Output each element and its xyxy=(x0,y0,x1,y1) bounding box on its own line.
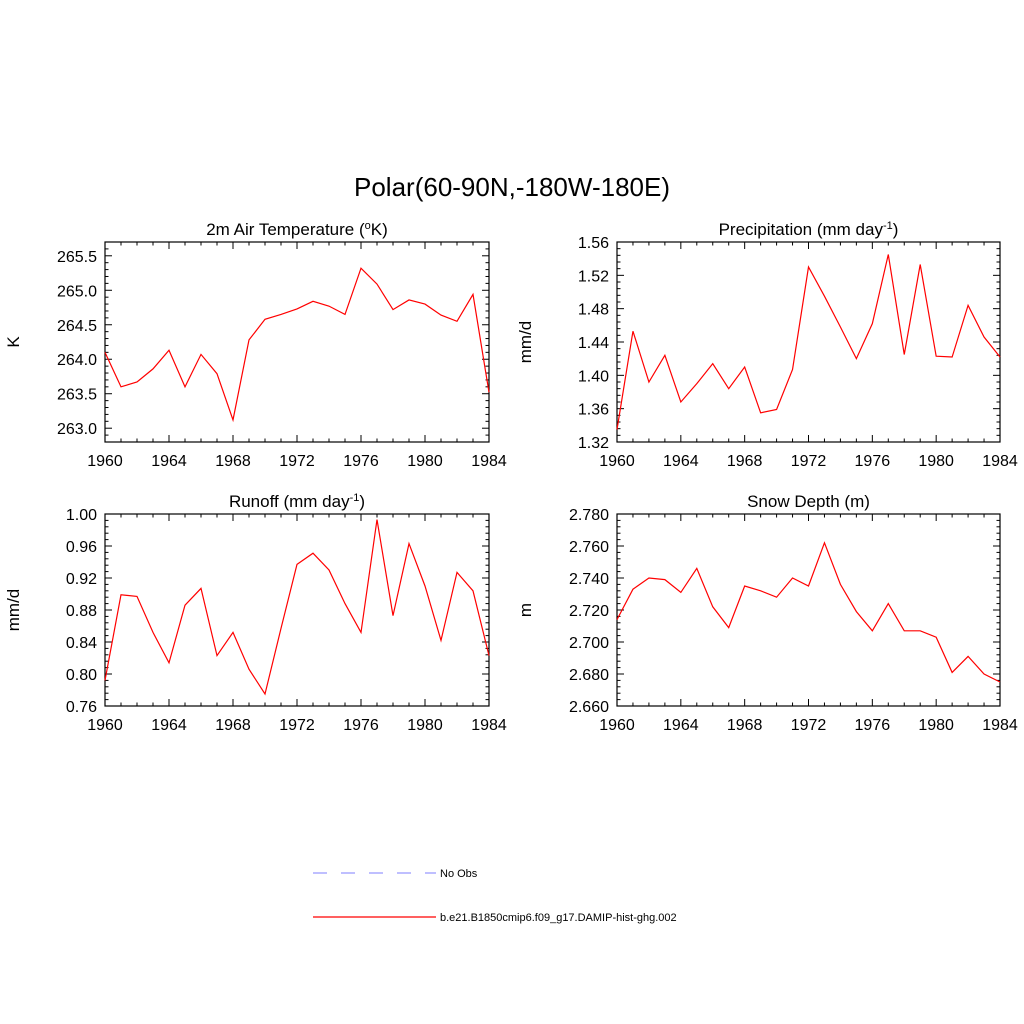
x-tick-label: 1960 xyxy=(87,453,123,470)
legend: No Obs b.e21.B1850cmip6.f09_g17.DAMIP-hi… xyxy=(313,868,677,924)
x-tick-label: 1964 xyxy=(663,717,699,734)
panel-air-temperature: 1960 1964 1968 1972 1976 1980 1984 263.0 263.5 26… xyxy=(4,220,507,470)
series-line-air-temperature xyxy=(104,267,490,423)
x-tick-label: 1972 xyxy=(791,453,827,470)
x-tick-label: 1984 xyxy=(982,717,1018,734)
y-tick-label: 1.44 xyxy=(578,335,609,352)
plot-frame xyxy=(616,513,1001,707)
x-tick-label: 1976 xyxy=(343,717,379,734)
y-tick-label: 2.740 xyxy=(569,571,609,588)
x-tick-label: 1960 xyxy=(599,717,635,734)
main-title: Polar(60-90N,-180W-180E) xyxy=(354,172,670,202)
panel-runoff: 1960 1964 1968 1972 1976 1980 1984 0.76 0.80 0.84… xyxy=(4,492,507,734)
x-tick-label: 1964 xyxy=(151,717,187,734)
y-tick-label: 0.80 xyxy=(66,667,97,684)
y-tick-label: 0.92 xyxy=(66,571,97,588)
series-line-precipitation xyxy=(616,254,1001,430)
y-axis-label: mm/d xyxy=(4,589,23,632)
y-tick-label: 265.0 xyxy=(57,283,97,300)
x-tick-label: 1984 xyxy=(471,717,507,734)
panel-precipitation: 1960 1964 1968 1972 1976 1980 1984 1.32 1.36 1.40… xyxy=(516,220,1018,470)
x-tick-label: 1980 xyxy=(407,717,443,734)
x-tick-label: 1964 xyxy=(663,453,699,470)
x-tick-label: 1976 xyxy=(855,453,891,470)
y-tick-label: 1.36 xyxy=(578,402,609,419)
y-tick-label: 263.5 xyxy=(57,387,97,404)
y-tick-label: 1.40 xyxy=(578,368,609,385)
series-line-snow-depth xyxy=(616,541,1001,683)
y-tick-label: 265.5 xyxy=(57,249,97,266)
y-tick-label: 1.52 xyxy=(578,268,609,285)
x-tick-label: 1976 xyxy=(343,453,379,470)
legend-label-model: b.e21.B1850cmip6.f09_g17.DAMIP-hist-ghg.… xyxy=(440,912,677,924)
x-tick-label: 1984 xyxy=(471,453,507,470)
y-tick-label: 2.680 xyxy=(569,667,609,684)
y-tick-label: 263.0 xyxy=(57,421,97,438)
x-tick-label: 1976 xyxy=(855,717,891,734)
y-tick-label: 2.660 xyxy=(569,699,609,716)
y-axis-label: m xyxy=(516,603,535,617)
plot-frame xyxy=(104,513,490,707)
y-tick-label: 1.48 xyxy=(578,302,609,319)
legend-label-obs: No Obs xyxy=(440,868,478,880)
plots-group: 1960 1964 1968 1972 1976 1980 1984 263.0 263.5 26… xyxy=(4,220,1018,734)
panel-title: Runoff (mm day-1) xyxy=(229,492,365,511)
x-tick-label: 1980 xyxy=(918,453,954,470)
y-tick-label: 0.88 xyxy=(66,603,97,620)
panel-title: Snow Depth (m) xyxy=(747,492,870,511)
x-tick-label: 1972 xyxy=(279,453,315,470)
y-tick-label: 1.32 xyxy=(578,435,609,452)
x-tick-label: 1972 xyxy=(279,717,315,734)
x-tick-label: 1968 xyxy=(215,717,251,734)
panel-title: 2m Air Temperature (oK) xyxy=(206,220,388,239)
y-tick-label: 264.5 xyxy=(57,318,97,335)
x-tick-label: 1968 xyxy=(727,717,763,734)
x-tick-label: 1984 xyxy=(982,453,1018,470)
x-tick-label: 1980 xyxy=(918,717,954,734)
y-tick-label: 0.76 xyxy=(66,699,97,716)
x-tick-label: 1960 xyxy=(599,453,635,470)
panel-snow-depth: 1960 1964 1968 1972 1976 1980 1984 2.660 2.680 2.… xyxy=(516,492,1018,734)
y-tick-label: 2.780 xyxy=(569,507,609,524)
x-tick-label: 1968 xyxy=(215,453,251,470)
x-tick-label: 1980 xyxy=(407,453,443,470)
y-tick-label: 1.00 xyxy=(66,507,97,524)
y-tick-label: 0.96 xyxy=(66,539,97,556)
y-axis-label: mm/d xyxy=(516,321,535,364)
panel-title: Precipitation (mm day-1) xyxy=(719,220,899,239)
y-tick-label: 2.700 xyxy=(569,635,609,652)
plot-frame xyxy=(104,241,490,443)
x-tick-label: 1960 xyxy=(87,717,123,734)
series-line-runoff xyxy=(104,519,490,696)
x-tick-label: 1972 xyxy=(791,717,827,734)
y-tick-label: 2.720 xyxy=(569,603,609,620)
y-axis-label: K xyxy=(4,336,23,348)
y-tick-label: 2.760 xyxy=(569,539,609,556)
plot-frame xyxy=(616,241,1001,443)
x-tick-label: 1968 xyxy=(727,453,763,470)
y-tick-label: 1.56 xyxy=(578,235,609,252)
x-tick-label: 1964 xyxy=(151,453,187,470)
y-tick-label: 264.0 xyxy=(57,352,97,369)
y-tick-label: 0.84 xyxy=(66,635,97,652)
